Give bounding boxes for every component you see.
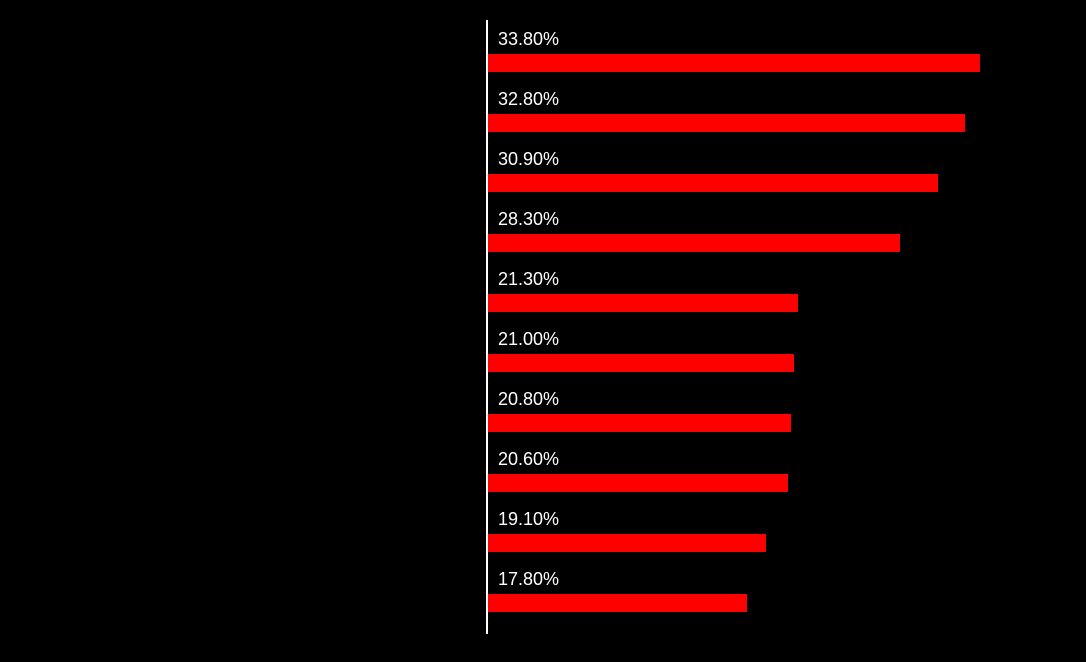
bar-value-label: 19.10% (498, 510, 559, 528)
bar-value-label: 28.30% (498, 210, 559, 228)
bar-value-label: 20.60% (498, 450, 559, 468)
bar (488, 294, 798, 312)
bar (488, 594, 747, 612)
bar (488, 54, 980, 72)
bar-value-label: 33.80% (498, 30, 559, 48)
bar-value-label: 32.80% (498, 90, 559, 108)
bar (488, 114, 965, 132)
horizontal-bar-chart: 33.80% 32.80% 30.90% 28.30% 21.30% 21.00% 20.8… (0, 0, 1086, 662)
bar-value-label: 21.30% (498, 270, 559, 288)
bar (488, 174, 938, 192)
bar (488, 234, 900, 252)
bar-value-label: 20.80% (498, 390, 559, 408)
bar (488, 354, 794, 372)
bar-value-label: 17.80% (498, 570, 559, 588)
bar (488, 414, 791, 432)
bar (488, 534, 766, 552)
bar-value-label: 21.00% (498, 330, 559, 348)
bar (488, 474, 788, 492)
bar-value-label: 30.90% (498, 150, 559, 168)
